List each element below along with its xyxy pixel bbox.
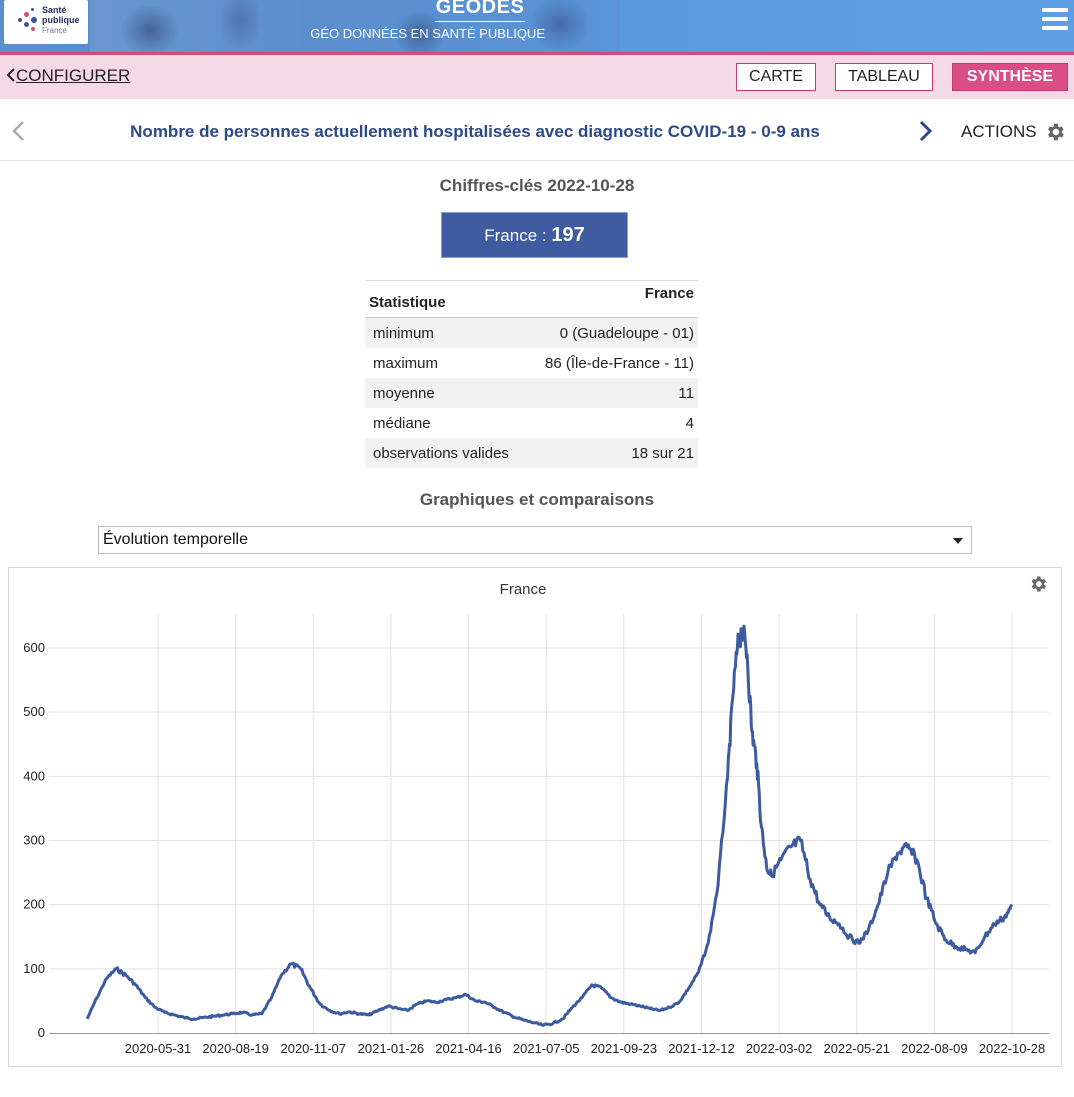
y-tick-label: 0: [38, 1025, 45, 1040]
hamburger-menu-icon[interactable]: [1042, 8, 1068, 32]
table-row: observations valides 18 sur 21: [365, 438, 698, 468]
chart-title: France: [500, 581, 547, 598]
y-tick-label: 300: [23, 833, 45, 848]
x-tick-label: 2021-07-05: [513, 1041, 580, 1056]
x-tick-label: 2021-12-12: [668, 1041, 735, 1056]
view-nav-bar: CONFIGURER CARTE TABLEAU SYNTHÈSE: [0, 55, 1074, 99]
previous-indicator-icon[interactable]: [10, 120, 26, 142]
key-figure-box: France : 197: [441, 212, 628, 258]
brand-underline: [435, 21, 525, 22]
configurer-link[interactable]: CONFIGURER: [6, 66, 130, 86]
x-tick-label: 2021-01-26: [358, 1041, 425, 1056]
tab-synthese[interactable]: SYNTHÈSE: [952, 63, 1068, 91]
chart-type-select[interactable]: Évolution temporelle: [98, 526, 972, 554]
stat-value: 0 (Guadeloupe - 01): [524, 317, 698, 348]
chevron-left-icon: [6, 68, 15, 82]
key-figure-value: 197: [551, 224, 585, 246]
stats-header-france: France: [524, 280, 698, 318]
key-figure-label: France :: [484, 226, 552, 245]
statistics-table: Statistique France minimum 0 (Guadeloupe…: [365, 280, 698, 468]
logo-text-line1: Santé: [42, 5, 67, 15]
brand-subtitle: GÉO DONNÉES EN SANTÉ PUBLIQUE: [310, 26, 545, 41]
x-tick-label: 2020-08-19: [202, 1041, 269, 1056]
sante-publique-logo[interactable]: Santé publique France: [4, 0, 88, 44]
stat-label: maximum: [373, 354, 439, 372]
x-tick-label: 2021-04-16: [435, 1041, 502, 1056]
stat-label: médiane: [373, 414, 431, 432]
key-figures-title: Chiffres-clés 2022-10-28: [439, 176, 635, 195]
header-banner-image: [90, 0, 620, 52]
indicator-title: Nombre de personnes actuellement hospita…: [130, 122, 820, 141]
x-tick-label: 2020-11-07: [280, 1041, 346, 1056]
x-tick-label: 2020-05-31: [125, 1041, 192, 1056]
chart-type-selected: Évolution temporelle: [103, 531, 248, 548]
stats-header-statistique: Statistique: [365, 280, 525, 318]
stat-value: 4: [685, 414, 694, 432]
x-tick-label: 2022-10-28: [979, 1041, 1046, 1056]
time-series-chart: France 0 100 200 300 400 500 600 2020-05-31 2020-…: [23, 581, 1049, 1056]
x-tick-label: 2022-03-02: [746, 1041, 813, 1056]
logo-text-line3: France: [42, 26, 67, 35]
top-header: Santé publique France GEODES GÉO DONNÉES…: [0, 0, 1074, 55]
actions-gear-icon[interactable]: [1044, 121, 1066, 143]
chevron-down-icon: [953, 538, 963, 544]
tab-carte[interactable]: CARTE: [736, 63, 816, 91]
y-tick-label: 600: [23, 640, 45, 655]
table-row: maximum 86 (Île-de-France - 11): [365, 348, 698, 378]
stat-value: 11: [524, 378, 698, 408]
stat-label: moyenne: [365, 378, 525, 408]
stat-label: observations valides: [365, 438, 525, 468]
y-tick-label: 200: [23, 897, 45, 912]
next-indicator-icon[interactable]: [918, 120, 934, 142]
stat-value: 18 sur 21: [524, 438, 698, 468]
stat-value: 86 (Île-de-France - 11): [545, 354, 694, 372]
y-tick-label: 500: [23, 704, 45, 719]
table-row: médiane 4: [365, 408, 698, 438]
indicator-bar: Nombre de personnes actuellement hospita…: [0, 100, 1074, 161]
graphs-title: Graphiques et comparaisons: [419, 490, 655, 509]
x-tick-label: 2022-05-21: [823, 1041, 890, 1056]
series-line-france: [85, 624, 1014, 1027]
brand-title[interactable]: GEODES: [435, 0, 525, 18]
stat-label: minimum: [365, 317, 525, 348]
table-row: minimum 0 (Guadeloupe - 01): [365, 317, 698, 348]
tab-tableau[interactable]: TABLEAU: [835, 63, 933, 91]
configurer-label: CONFIGURER: [16, 66, 131, 85]
chart-settings-gear-icon[interactable]: [1028, 574, 1048, 594]
logo-dots-icon: [18, 8, 40, 34]
x-tick-label: 2021-09-23: [591, 1041, 658, 1056]
actions-button[interactable]: ACTIONS: [961, 122, 1037, 141]
y-tick-label: 100: [23, 961, 45, 976]
chart-panel: France 0 100 200 300 400 500 600 2020-05-31 2020-…: [8, 567, 1062, 1067]
x-tick-label: 2022-08-09: [901, 1041, 968, 1056]
y-tick-label: 400: [23, 768, 45, 783]
table-row: moyenne 11: [365, 378, 698, 408]
logo-text-line2: publique: [42, 15, 80, 25]
